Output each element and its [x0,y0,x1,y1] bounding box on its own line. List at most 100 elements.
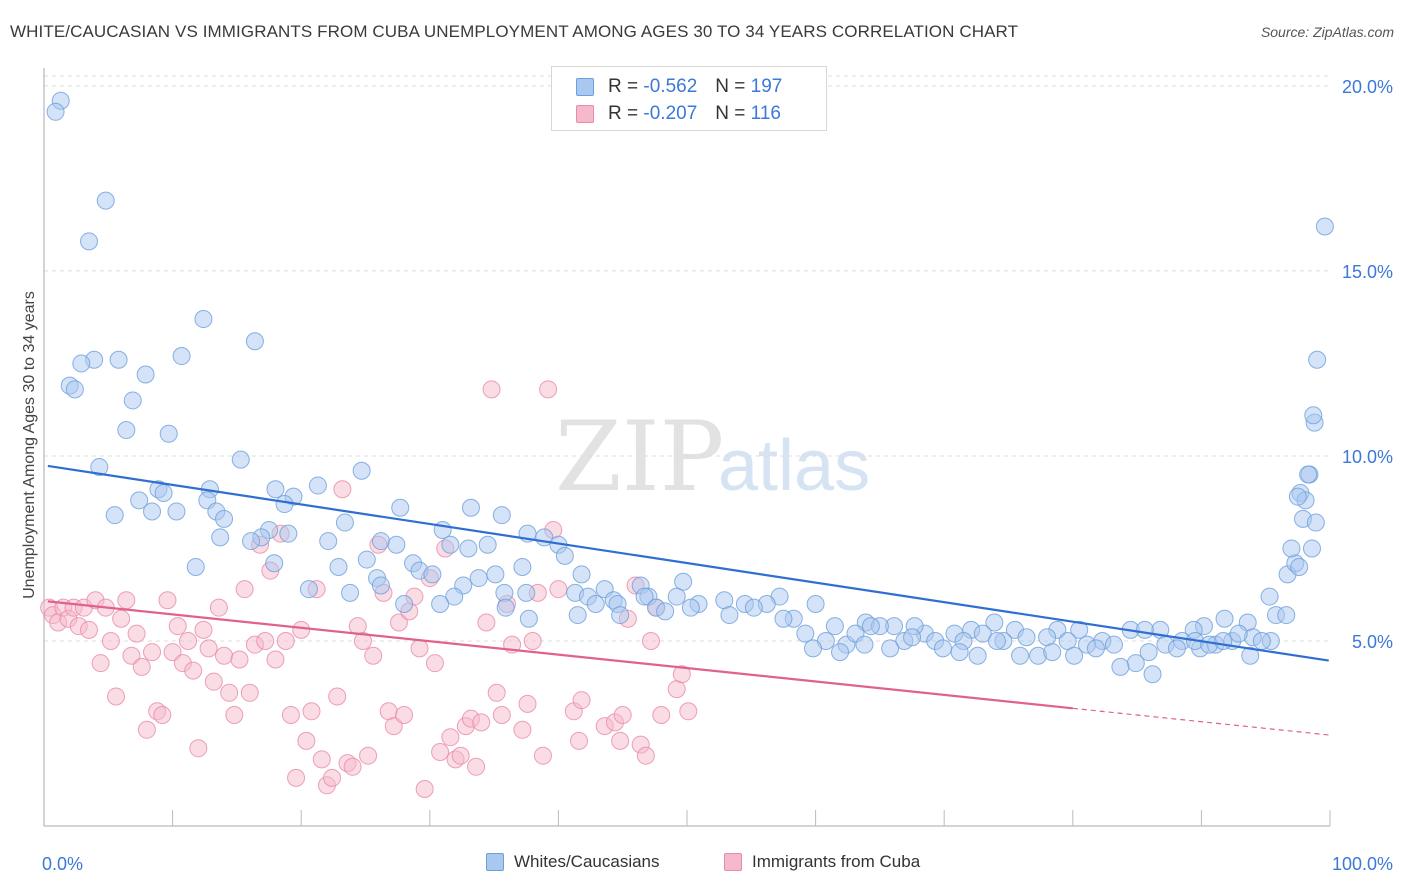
whites-point [154,483,173,502]
cuba-trend-extension [1072,707,1329,736]
y-axis-label: Unemployment Among Ages 30 to 34 years [21,291,38,599]
whites-point [242,532,261,551]
whites-point [1277,606,1296,625]
whites-point [445,587,464,606]
cuba-point [127,624,146,643]
cuba-point [204,672,223,691]
whites-point [1315,217,1334,236]
bottom-legend-cuba: Immigrants from Cuba [724,852,920,872]
whites-point [804,639,823,658]
legend-r-value: -0.562 [643,76,698,97]
whites-point [265,554,284,573]
cuba-point [302,702,321,721]
whites-point [1043,643,1062,662]
whites-point [861,617,880,636]
whites-point [1167,639,1186,658]
cuba-point [163,643,182,662]
whites-point [117,421,136,440]
cuba-point [364,646,383,665]
cuba-point [672,665,691,684]
cuba-point [199,639,218,658]
cuba-point [487,683,506,702]
whites-point [985,613,1004,632]
cuba-point [276,631,295,650]
cuba-point [492,705,511,724]
whites-point [1252,631,1271,650]
cuba-point [91,654,110,673]
cuba-point [333,480,352,499]
whites-point [744,598,763,617]
cuba-point [636,746,655,765]
whites-point [796,624,815,643]
whites-trend-line [47,464,1329,662]
legend-n-value: 197 [750,76,783,97]
bottom-legend-label: Immigrants from Cuba [752,852,921,871]
whites-point [136,365,155,384]
cuba-point [158,591,177,610]
cuba-point [431,742,450,761]
whites-point [329,557,348,576]
whites-point [90,458,109,477]
legend-row-cuba: R = -0.207 N = 116 [576,102,781,126]
cuba-point [513,720,532,739]
cuba-point [215,646,234,665]
whites-point [1229,624,1248,643]
legend-n-label: N = [715,76,746,97]
cuba-point [132,657,151,676]
cuba-point [467,757,486,776]
cuba-point [613,705,632,724]
legend-n-value: 116 [750,103,781,124]
whites-point [105,506,124,525]
whites-point [1104,635,1123,654]
cuba-point [107,687,126,706]
legend-n-label: N = [715,103,746,124]
whites-point [1065,646,1084,665]
whites-point [1126,654,1145,673]
cuba-point [230,650,249,669]
cuba-point [323,768,342,787]
whites-point [635,587,654,606]
cuba-point [533,746,552,765]
whites-point [123,391,142,410]
cuba-point [179,631,198,650]
cuba-point [328,687,347,706]
legend-row-whites: R = -0.562 N = 197 [576,75,782,99]
cuba-trend-line [47,600,1073,710]
cuba-point [281,705,300,724]
whites-point [459,539,478,558]
whites-point [46,102,65,121]
cuba-point [611,731,630,750]
whites-point [674,572,693,591]
whites-point [586,594,605,613]
whites-point [299,580,318,599]
whites-point [1304,406,1323,425]
cuba-point [292,620,311,639]
whites-point [266,480,285,499]
whites-point [461,498,480,517]
whites-point [1241,646,1260,665]
whites-point [987,631,1006,650]
whites-point [387,535,406,554]
legend-swatch-pink [576,105,594,123]
whites-point [109,350,128,369]
whites-point [352,461,371,480]
cuba-points [40,380,698,798]
watermark-atlas: atlas [718,426,870,506]
whites-point [172,347,191,366]
whites-point [933,639,952,658]
whites-point [431,594,450,613]
whites-point [1143,665,1162,684]
cuba-point [168,617,187,636]
whites-point [159,424,178,443]
whites-point [855,635,874,654]
y-tick-label: 20.0% [1342,77,1393,97]
whites-point [319,532,338,551]
cuba-point [194,620,213,639]
whites-point [1214,631,1233,650]
cuba-point [143,643,162,662]
bottom-legend-swatch-blue [486,853,504,871]
whites-point [1282,539,1301,558]
whites-point [308,476,327,495]
whites-point [968,646,987,665]
